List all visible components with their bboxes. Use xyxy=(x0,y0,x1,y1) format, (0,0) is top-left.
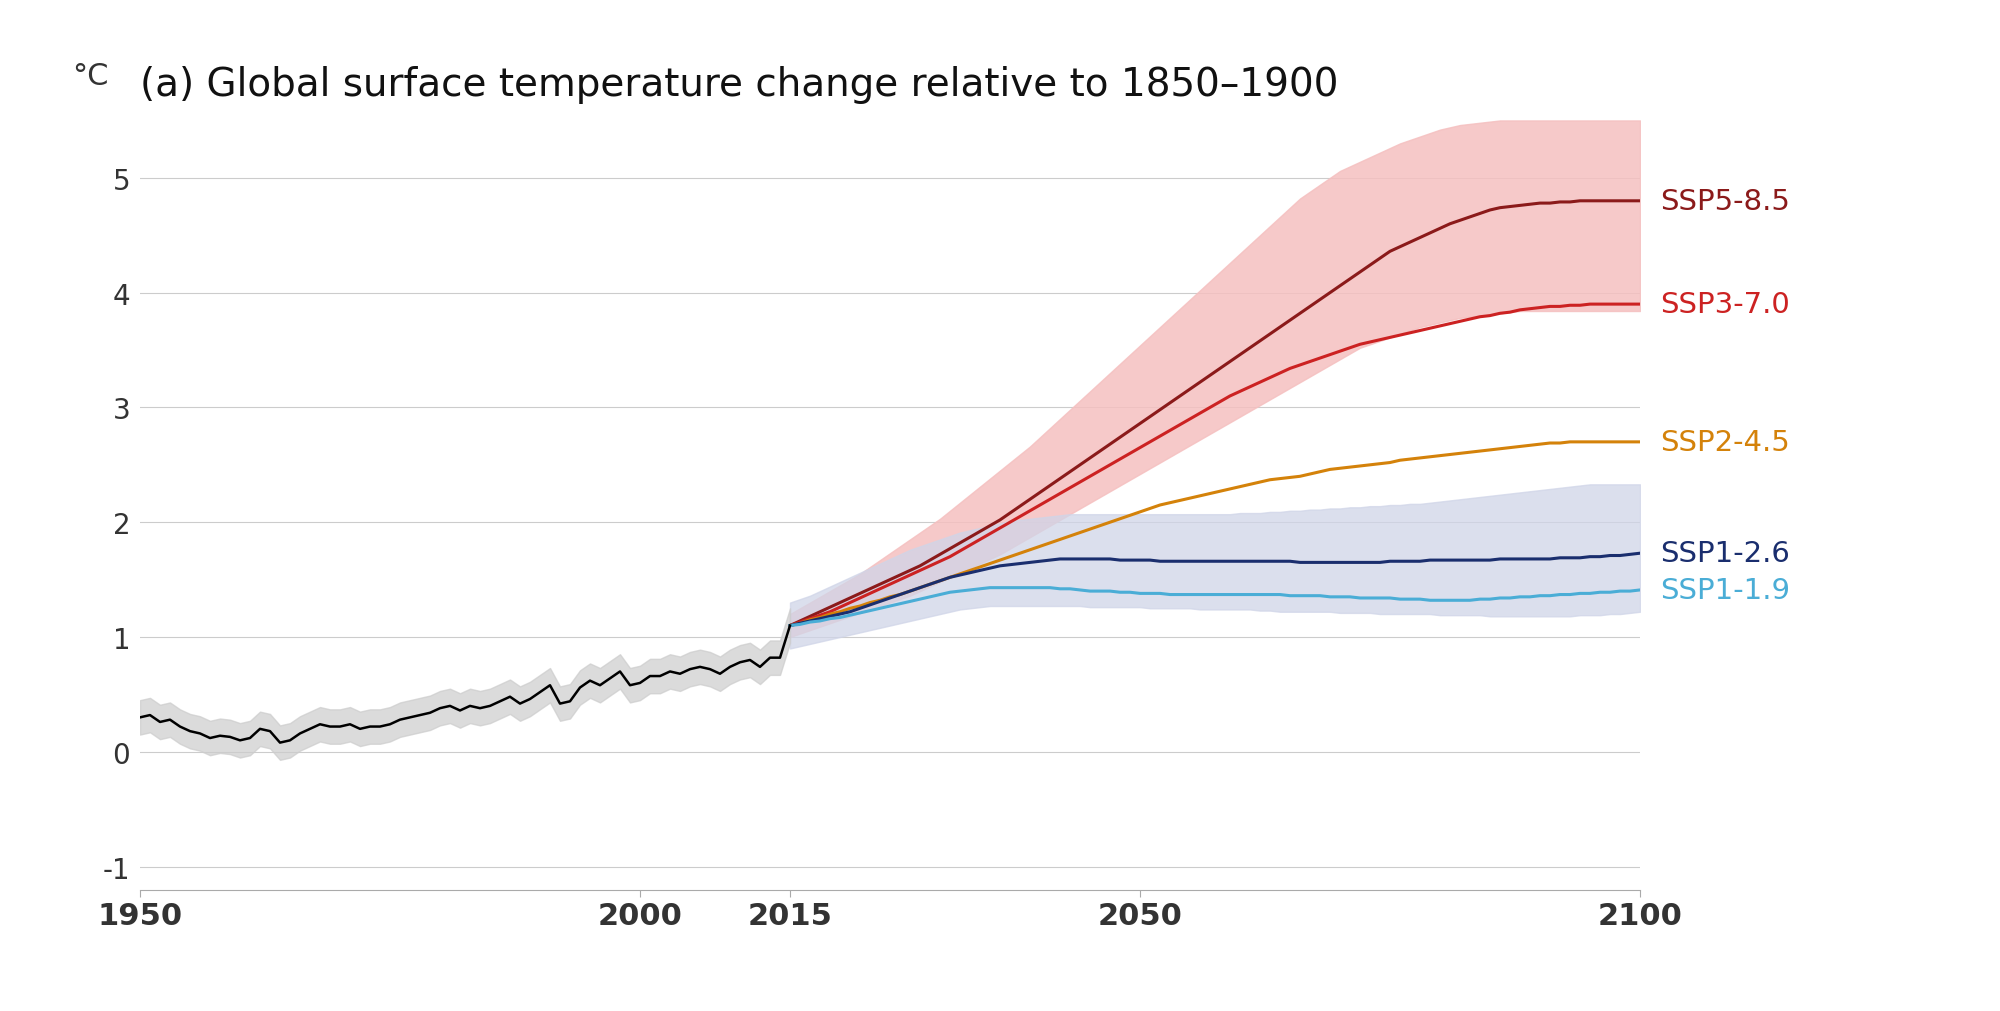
Text: SSP1-2.6: SSP1-2.6 xyxy=(1660,540,1790,567)
Text: SSP2-4.5: SSP2-4.5 xyxy=(1660,429,1790,456)
Text: SSP5-8.5: SSP5-8.5 xyxy=(1660,188,1790,215)
Text: (a) Global surface temperature change relative to 1850–1900: (a) Global surface temperature change re… xyxy=(140,67,1338,104)
Text: SSP1-1.9: SSP1-1.9 xyxy=(1660,576,1790,605)
Text: °C: °C xyxy=(72,62,108,91)
Text: SSP3-7.0: SSP3-7.0 xyxy=(1660,291,1790,318)
